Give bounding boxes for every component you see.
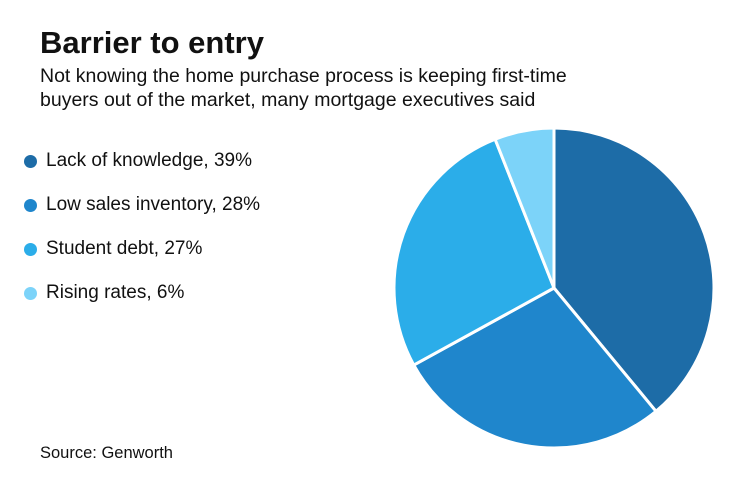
legend-label-low-sales-inventory: Low sales inventory, 28% [46, 194, 261, 215]
legend-bullet-icon [24, 242, 37, 256]
legend-item-rising-rates: Rising rates, 6% [24, 282, 260, 303]
legend-bullet-icon [24, 286, 37, 300]
legend-item-lack-of-knowledge: Lack of knowledge, 39% [24, 150, 260, 171]
pie-slice-lack-of-knowledge [552, 126, 716, 413]
pie-slice-student-debt [392, 137, 556, 367]
legend-item-low-sales-inventory: Low sales inventory, 28% [24, 194, 261, 215]
chart-title: Barrier to entry [40, 25, 264, 60]
legend-item-student-debt: Student debt, 27% [24, 238, 260, 259]
subtitle-line-2: buyers out of the market, many mortgage … [40, 89, 536, 111]
legend-bullet-icon [24, 198, 37, 212]
legend-bullet-icon [24, 154, 37, 168]
legend-label-lack-of-knowledge: Lack of knowledge, 39% [46, 150, 252, 171]
subtitle-line-1: Not knowing the home purchase process is… [40, 65, 567, 87]
pie-chart [389, 123, 719, 453]
pie-legend: Lack of knowledge, 39% Low sales invento… [24, 150, 261, 327]
pie-slice-low-sales-inventory [412, 286, 658, 450]
legend-label-student-debt: Student debt, 27% [46, 238, 203, 259]
pie-chart-svg [392, 126, 716, 450]
source-note: Source: Genworth [40, 444, 173, 462]
pie-slice-rising-rates [493, 126, 556, 290]
legend-label-rising-rates: Rising rates, 6% [46, 282, 185, 303]
chart-subtitle: Not knowing the home purchase process is… [40, 64, 567, 112]
